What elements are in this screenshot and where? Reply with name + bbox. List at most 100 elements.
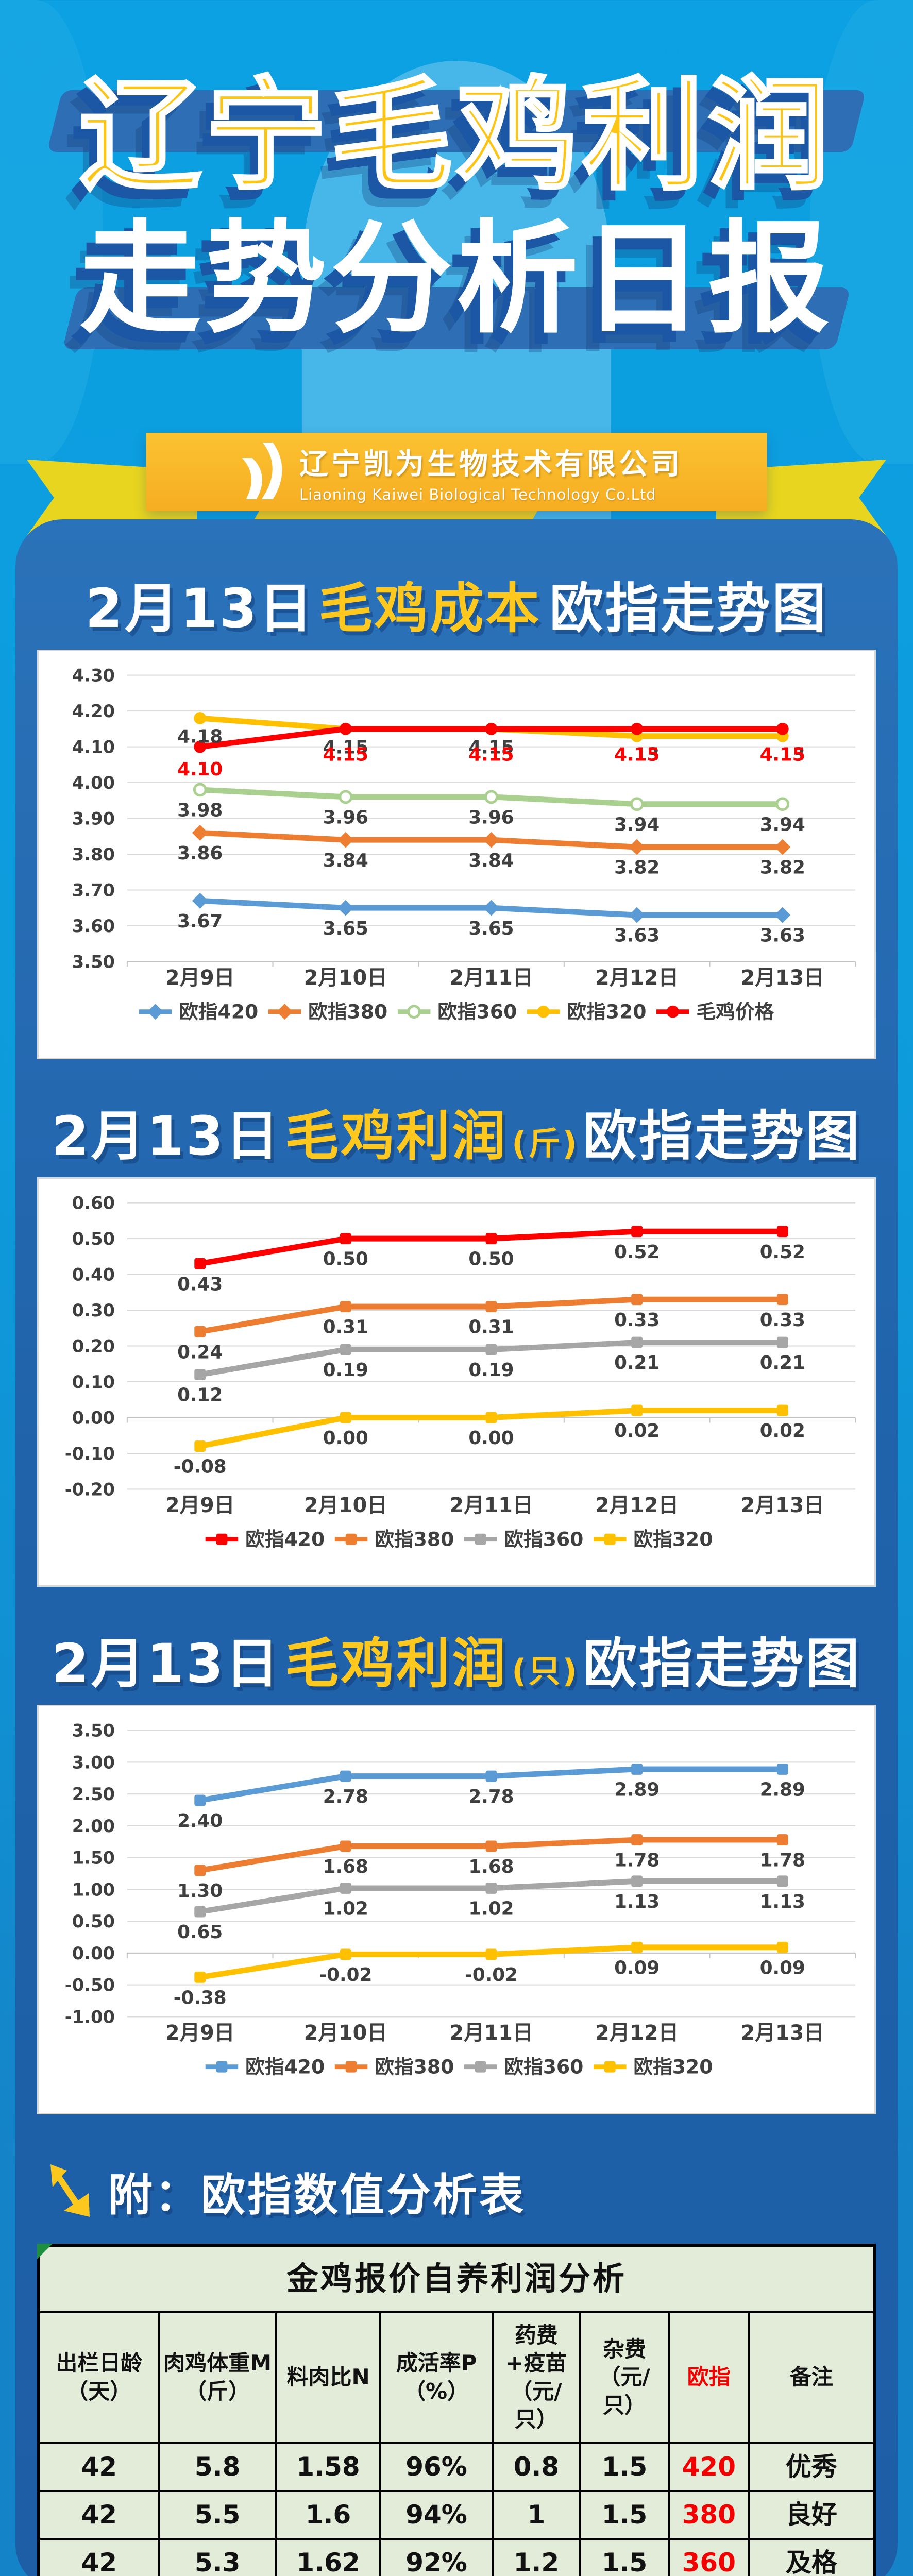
legend-item: 欧指360 <box>464 2056 583 2078</box>
data-label: 3.82 <box>760 857 805 878</box>
data-label: -0.02 <box>319 1964 372 1986</box>
data-label: 0.02 <box>760 1420 805 1442</box>
series-欧指420 <box>194 1226 788 1269</box>
y-tick-label: -0.10 <box>65 1444 115 1464</box>
chart-title-profit-bird: 2月13日毛鸡利润 (只)欧指走势图 <box>15 1620 898 1698</box>
data-label: 3.84 <box>323 850 368 871</box>
chart-title-cost: 2月13日毛鸡成本 欧指走势图 <box>15 565 898 642</box>
data-label: 3.98 <box>177 800 223 821</box>
company-name-en: Liaoning Kaiwei Biological Technology Co… <box>299 485 656 503</box>
legend-label: 欧指320 <box>633 2056 713 2078</box>
decor-shape <box>810 0 913 464</box>
data-label: 4.15 <box>614 744 660 765</box>
series-欧指380 <box>192 824 791 855</box>
data-label: 1.78 <box>760 1850 805 1871</box>
legend-item: 欧指420 <box>205 2056 325 2078</box>
series-欧指420 <box>194 1764 788 1806</box>
data-label: 3.63 <box>760 925 805 946</box>
legend-label: 欧指420 <box>179 1001 258 1023</box>
y-tick-label: 0.50 <box>72 1229 115 1249</box>
x-axis-label: 2月9日 <box>165 2021 235 2045</box>
legend-label: 欧指320 <box>567 1001 646 1023</box>
y-tick-label: 0.00 <box>72 1943 115 1963</box>
table-cell: 良好 <box>748 2489 876 2540</box>
company-name-cn: 辽宁凯为生物技术有限公司 <box>299 447 683 481</box>
labels-欧指380: 3.86 3.84 3.84 3.82 3.82 <box>177 843 805 878</box>
data-label: 0.33 <box>614 1310 660 1331</box>
line-chart-svg: 4.30 4.20 4.10 4.00 3.90 3.80 3.70 3.60 3.50 2月9日… <box>72 666 856 1023</box>
table-cell: 42 <box>38 2489 160 2540</box>
labels-欧指320: -0.38 -0.02 -0.02 0.09 0.09 <box>174 1957 805 2008</box>
y-tick-label: 3.70 <box>72 880 115 900</box>
data-label: 2.78 <box>323 1786 368 1807</box>
table-cell: 94% <box>379 2489 494 2540</box>
series-欧指380 <box>194 1294 788 1337</box>
legend-item: 欧指420 <box>205 1528 325 1551</box>
data-label: 0.02 <box>614 1420 660 1442</box>
y-tick-label: -0.20 <box>65 1479 115 1499</box>
table-cell: 380 <box>667 2489 750 2540</box>
category-axis <box>126 961 856 967</box>
y-tick-label: 0.10 <box>72 1372 115 1392</box>
data-label: -0.38 <box>174 1987 227 2008</box>
table-row: 42 5.8 1.58 96% 0.8 1.5 420 优秀 <box>38 2442 876 2492</box>
y-tick-label: 0.60 <box>72 1193 115 1213</box>
line-chart-svg: 3.50 3.00 2.50 2.00 1.50 1.00 0.50 0.00 -0.50 -1.… <box>65 1721 856 2078</box>
data-label: 4.18 <box>177 726 223 748</box>
data-label: 2.89 <box>614 1780 660 1801</box>
arrow-icon <box>45 2162 93 2220</box>
data-label: 0.50 <box>323 1249 368 1270</box>
series-欧指360 <box>193 783 790 811</box>
hero-section: 辽宁毛鸡利润 走势分析日报 辽宁凯为生物技术有限公司 Liaoning Kaiw… <box>0 0 913 566</box>
y-tick-label: 3.80 <box>72 844 115 865</box>
x-axis-label: 2月12日 <box>595 1494 679 1517</box>
table-cell: 0.8 <box>491 2442 582 2492</box>
profit-per-bird-chart: 3.50 3.00 2.50 2.00 1.50 1.00 0.50 0.00 -0.50 -1.… <box>37 1705 876 2114</box>
data-label: 0.21 <box>614 1352 660 1374</box>
data-label: 0.19 <box>468 1360 514 1381</box>
legend: 欧指420 欧指380 欧指360 欧指320 <box>205 1528 713 1551</box>
y-tick-label: 0.30 <box>72 1300 115 1320</box>
table-cell: 92% <box>379 2537 494 2576</box>
chart-title-unit: (只) <box>512 1652 579 1690</box>
series-欧指320 <box>194 1941 788 1983</box>
y-tick-label: 2.50 <box>72 1784 115 1804</box>
x-axis-label: 2月11日 <box>449 966 533 990</box>
labels-欧指380: 0.24 0.31 0.31 0.33 0.33 <box>177 1310 805 1363</box>
table-cell: 1.2 <box>491 2537 582 2576</box>
table-cell: 420 <box>667 2442 750 2492</box>
company-ribbon: 辽宁凯为生物技术有限公司 Liaoning Kaiwei Biological … <box>0 433 913 536</box>
series-欧指380 <box>194 1834 788 1876</box>
legend-label: 欧指360 <box>504 2056 583 2078</box>
legend-label: 欧指420 <box>245 1528 325 1551</box>
table-row: 42 5.5 1.6 94% 1 1.5 380 良好 <box>38 2489 876 2540</box>
data-label: 3.86 <box>177 843 223 864</box>
y-tick-label: 0.40 <box>72 1264 115 1284</box>
table-cell: 5.5 <box>158 2489 277 2540</box>
data-label: 3.65 <box>468 918 514 939</box>
table-col-header: 杂费（元/只） <box>579 2311 670 2444</box>
data-label: 0.12 <box>177 1385 223 1406</box>
chart-title-date: 2月13日 <box>52 1105 281 1167</box>
series-欧指360 <box>194 1336 788 1381</box>
data-label: 4.13 <box>760 744 805 765</box>
chart-title-unit: (斤) <box>512 1125 579 1162</box>
chart-title-date: 2月13日 <box>52 1632 281 1695</box>
table-title-row: 金鸡报价自养利润分析 <box>38 2244 875 2313</box>
legend: 欧指420 欧指380 欧指360 欧指320 <box>205 2056 713 2078</box>
data-label: 3.63 <box>614 925 660 946</box>
data-label: 0.52 <box>760 1242 805 1263</box>
legend-label: 毛鸡价格 <box>696 1001 774 1023</box>
data-label: 4.15 <box>760 744 805 765</box>
data-label: 4.10 <box>177 759 223 780</box>
table-col-header: 料肉比N <box>275 2311 382 2444</box>
analysis-table-wrap: 金鸡报价自养利润分析 出栏日龄（天） 肉鸡体重M（斤） 料肉比N 成活率P（%） 药费+疫… <box>37 2244 876 2576</box>
chart-title-highlight: 毛鸡成本 <box>318 577 542 640</box>
x-axis-label: 2月10日 <box>304 1494 387 1517</box>
y-tick-label: 3.90 <box>72 808 115 828</box>
x-axis-label: 2月13日 <box>741 966 824 990</box>
table-col-header: 肉鸡体重M（斤） <box>158 2311 277 2444</box>
legend-item: 欧指320 <box>527 1001 646 1023</box>
legend-label: 欧指360 <box>504 1528 583 1551</box>
data-label: 0.19 <box>323 1360 368 1381</box>
